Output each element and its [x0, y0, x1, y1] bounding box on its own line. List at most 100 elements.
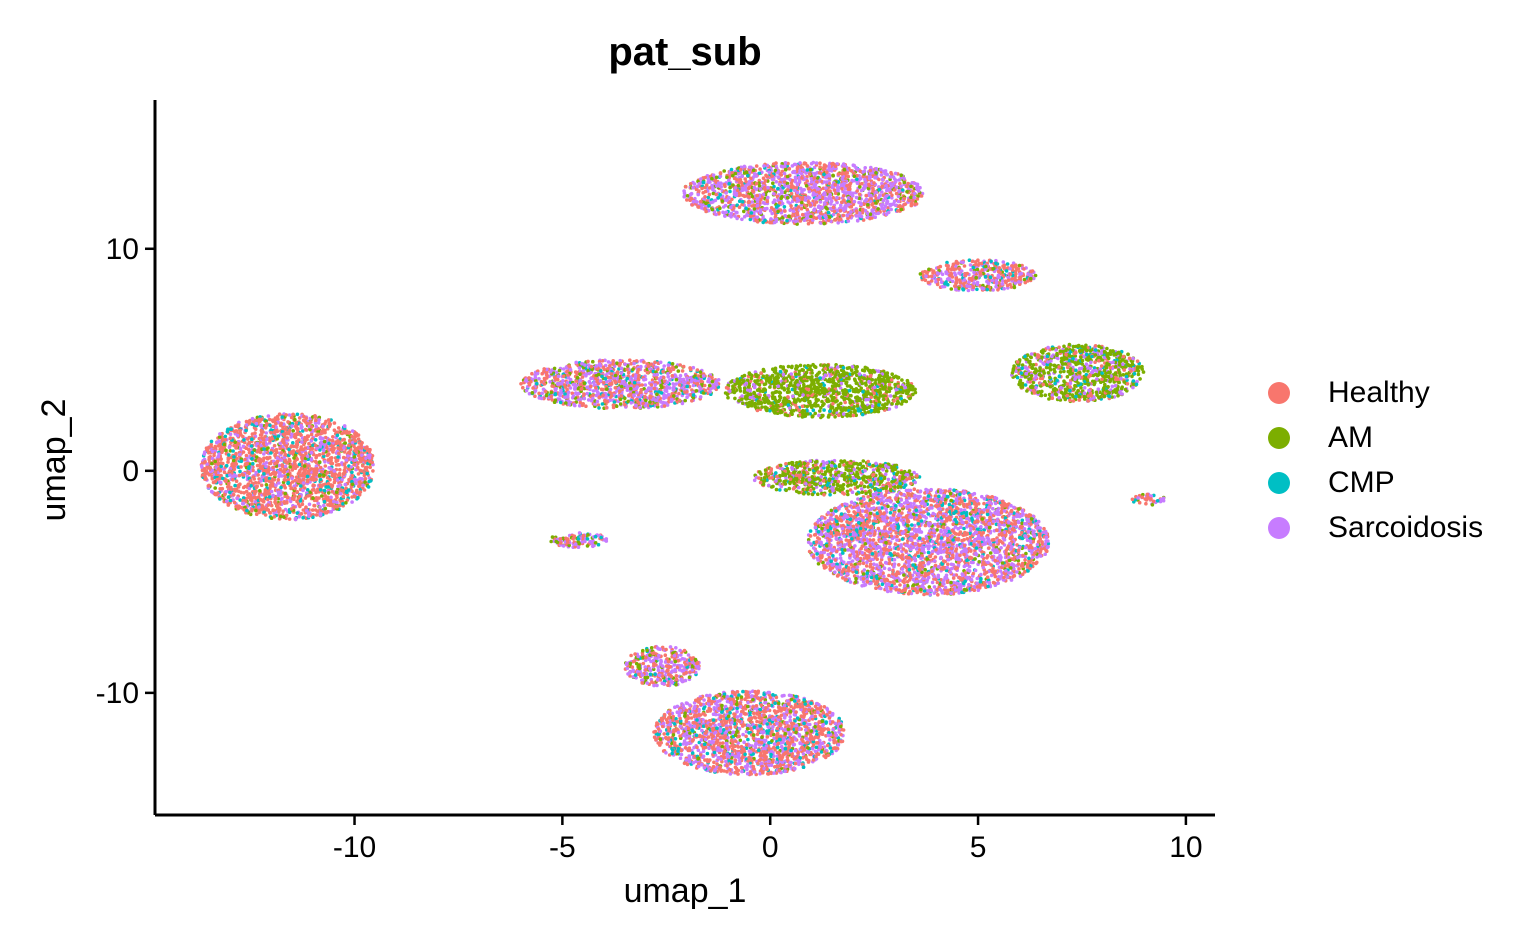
data-point-healthy: [253, 480, 258, 485]
data-point-sarcoidosis: [265, 442, 269, 447]
data-point-sarcoidosis: [685, 395, 689, 400]
data-point-sarcoidosis: [776, 384, 781, 389]
data-point-healthy: [259, 483, 264, 488]
data-point-healthy: [347, 450, 351, 455]
data-point-healthy: [837, 413, 841, 418]
data-point-cmp: [860, 412, 865, 417]
data-point-healthy: [634, 359, 639, 363]
data-point-am: [731, 387, 736, 392]
data-point-cmp: [279, 485, 283, 490]
data-point-healthy: [319, 484, 323, 489]
data-point-cmp: [691, 393, 696, 397]
data-point-sarcoidosis: [712, 385, 716, 390]
data-point-healthy: [599, 387, 604, 392]
data-point-sarcoidosis: [592, 381, 596, 385]
data-point-am: [848, 401, 852, 405]
data-point-healthy: [565, 369, 569, 374]
data-point-healthy: [554, 377, 558, 382]
data-point-healthy: [278, 423, 283, 428]
data-point-sarcoidosis: [656, 395, 660, 400]
data-point-healthy: [565, 538, 570, 542]
data-point-healthy: [267, 417, 272, 422]
data-point-sarcoidosis: [633, 374, 638, 379]
data-point-healthy: [284, 513, 289, 518]
data-point-healthy: [685, 390, 689, 394]
data-point-healthy: [618, 389, 622, 394]
data-point-healthy: [342, 462, 347, 467]
data-point-am: [352, 455, 357, 459]
data-point-am: [530, 391, 535, 395]
data-point-am: [585, 544, 590, 548]
data-point-healthy: [567, 364, 571, 368]
data-point-cmp: [239, 459, 244, 464]
data-point-cmp: [336, 455, 340, 459]
data-point-am: [844, 406, 848, 411]
data-point-cmp: [685, 384, 689, 389]
data-point-healthy: [800, 404, 805, 409]
data-point-cmp: [600, 374, 604, 379]
data-point-cmp: [286, 480, 291, 485]
data-point-cmp: [209, 439, 214, 444]
data-point-healthy: [234, 446, 238, 450]
data-point-sarcoidosis: [673, 374, 678, 378]
data-point-sarcoidosis: [301, 481, 306, 485]
data-point-sarcoidosis: [658, 360, 663, 365]
data-point-am: [848, 384, 852, 388]
data-point-am: [881, 377, 886, 382]
data-point-sarcoidosis: [540, 391, 544, 396]
data-point-healthy: [537, 391, 541, 396]
data-point-sarcoidosis: [346, 454, 350, 458]
data-point-healthy: [601, 393, 605, 398]
data-point-healthy: [287, 517, 292, 521]
data-point-healthy: [245, 437, 250, 441]
data-point-healthy: [203, 459, 207, 464]
data-point-am: [618, 402, 623, 406]
data-point-healthy: [580, 403, 585, 408]
data-point-healthy: [221, 461, 225, 466]
data-point-am: [213, 486, 217, 490]
data-point-cmp: [869, 408, 874, 413]
data-point-healthy: [521, 385, 525, 390]
data-point-healthy: [301, 508, 306, 512]
data-point-sarcoidosis: [254, 470, 258, 475]
data-point-sarcoidosis: [278, 441, 282, 446]
data-point-sarcoidosis: [209, 489, 214, 494]
data-point-sarcoidosis: [587, 379, 592, 384]
data-point-am: [763, 388, 768, 392]
data-point-sarcoidosis: [319, 440, 324, 444]
data-point-healthy: [304, 428, 309, 432]
data-point-healthy: [662, 375, 666, 380]
data-point-am: [613, 373, 618, 378]
data-point-sarcoidosis: [233, 473, 237, 478]
data-point-am: [213, 459, 217, 464]
data-point-am: [644, 398, 648, 403]
data-point-am: [787, 390, 791, 394]
data-point-healthy: [609, 382, 614, 386]
data-point-healthy: [677, 383, 682, 387]
data-point-cmp: [224, 463, 229, 468]
data-point-sarcoidosis: [698, 395, 703, 399]
data-point-am: [809, 405, 814, 410]
data-point-healthy: [226, 482, 231, 486]
data-point-am: [550, 535, 555, 539]
data-point-am: [845, 366, 850, 371]
data-point-sarcoidosis: [889, 207, 893, 212]
data-point-sarcoidosis: [217, 439, 221, 444]
data-point-sarcoidosis: [634, 403, 638, 408]
data-point-healthy: [341, 471, 346, 476]
data-point-healthy: [671, 365, 675, 369]
data-point-am: [849, 368, 854, 373]
data-point-healthy: [609, 394, 614, 398]
data-point-healthy: [688, 366, 692, 370]
data-point-cmp: [535, 381, 539, 386]
data-point-cmp: [778, 369, 783, 374]
data-point-am: [810, 371, 814, 375]
data-point-sarcoidosis: [574, 391, 578, 395]
data-point-am: [283, 491, 288, 496]
data-point-healthy: [213, 445, 217, 450]
data-point-am: [710, 379, 715, 384]
data-point-am: [892, 394, 896, 399]
data-point-am: [629, 386, 633, 391]
data-point-am: [886, 400, 891, 404]
data-point-sarcoidosis: [680, 401, 685, 406]
